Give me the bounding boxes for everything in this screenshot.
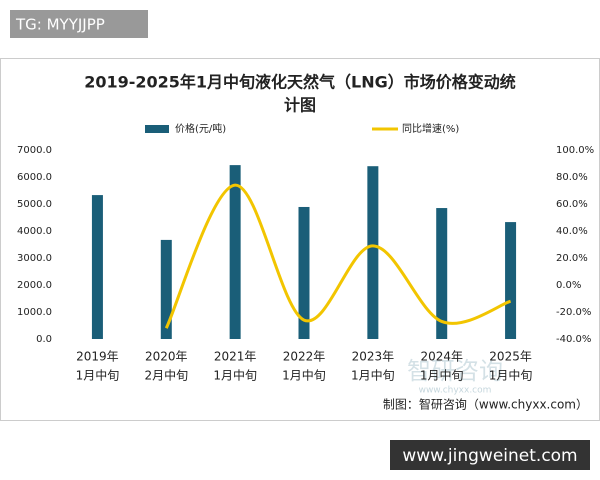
y-tick-label: 4000.0 bbox=[17, 226, 52, 237]
chart-title: 2019-2025年1月中旬液化天然气（LNG）市场价格变动统 bbox=[84, 73, 516, 92]
x-tick-label: 1月中旬 bbox=[489, 368, 533, 383]
watermark-logo-url: www.chyxx.com bbox=[419, 386, 492, 396]
bar bbox=[160, 239, 172, 339]
x-tick-label: 2月中旬 bbox=[144, 368, 188, 383]
x-tick-label: 1月中旬 bbox=[213, 368, 257, 383]
watermark-logo: 智研咨询 bbox=[407, 357, 503, 385]
source: 制图：智研咨询（www.chyxx.com） bbox=[383, 397, 588, 412]
legend-swatch bbox=[145, 125, 169, 133]
x-tick-label: 2023年 bbox=[352, 350, 395, 364]
watermark-box bbox=[390, 440, 590, 470]
x-tick-label: 1月中旬 bbox=[351, 368, 395, 383]
line bbox=[164, 183, 512, 329]
watermark-text: TG: MYYJJPP bbox=[15, 16, 105, 34]
y2-tick-label: 0.0% bbox=[556, 280, 581, 291]
x-tick-label: 1月中旬 bbox=[76, 368, 120, 383]
y-tick-label: 3000.0 bbox=[17, 253, 52, 264]
watermark-box bbox=[10, 10, 148, 38]
y-tick-label: 7000.0 bbox=[17, 145, 52, 156]
legend-label: 同比增速(%) bbox=[402, 122, 459, 135]
bar bbox=[91, 195, 103, 339]
bar bbox=[298, 206, 310, 339]
x-tick-label: 2021年 bbox=[214, 350, 257, 364]
bar bbox=[436, 208, 448, 339]
bar bbox=[505, 222, 517, 339]
y-tick-label: 6000.0 bbox=[17, 172, 52, 183]
chart-title: 计图 bbox=[284, 96, 316, 115]
bar bbox=[367, 166, 379, 339]
y2-tick-label: 60.0% bbox=[556, 199, 588, 210]
x-tick-label: 2025年 bbox=[489, 350, 532, 364]
x-tick-label: 1月中旬 bbox=[282, 368, 326, 383]
y-tick-label: 0.0 bbox=[36, 334, 52, 345]
y2-tick-label: -20.0% bbox=[556, 307, 591, 318]
x-tick-label: 2022年 bbox=[283, 350, 326, 364]
bar bbox=[229, 165, 241, 339]
watermark-text: www.jingweinet.com bbox=[402, 446, 577, 466]
y-tick-label: 5000.0 bbox=[17, 199, 52, 210]
x-tick-label: 1月中旬 bbox=[420, 368, 464, 383]
y2-tick-label: -40.0% bbox=[556, 334, 591, 345]
y2-tick-label: 40.0% bbox=[556, 226, 588, 237]
legend-label: 价格(元/吨) bbox=[175, 122, 226, 135]
y2-tick-label: 80.0% bbox=[556, 172, 588, 183]
y2-tick-label: 20.0% bbox=[556, 253, 588, 264]
x-tick-label: 2020年 bbox=[145, 350, 188, 364]
y2-tick-label: 100.0% bbox=[556, 145, 594, 156]
x-tick-label: 2024年 bbox=[420, 350, 463, 364]
y-tick-label: 2000.0 bbox=[17, 280, 52, 291]
x-tick-label: 2019年 bbox=[76, 350, 119, 364]
y-tick-label: 1000.0 bbox=[17, 307, 52, 318]
